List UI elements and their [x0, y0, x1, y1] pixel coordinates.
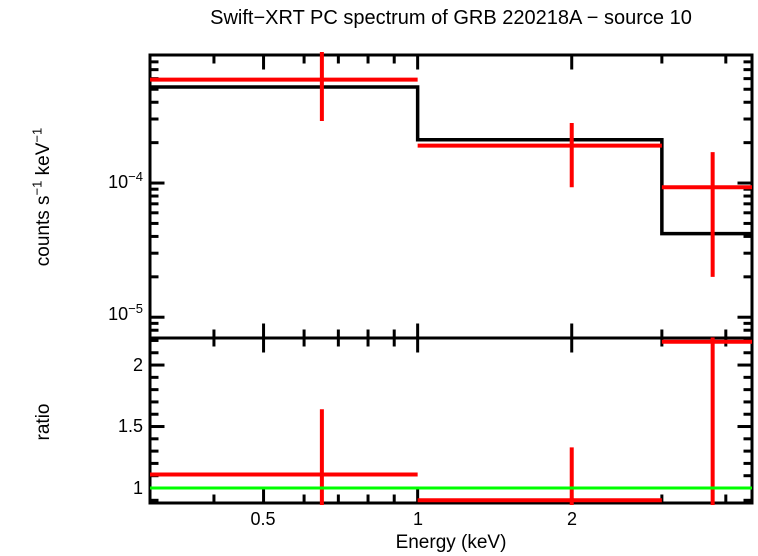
xtick-label-1: 1: [412, 509, 423, 529]
ylabel-sup: −1: [29, 180, 45, 196]
spectrum-ytick-label-1e-4: 10−4: [83, 169, 143, 192]
ratio-ytick-label-2: 2: [132, 355, 143, 375]
ylabel-text: counts s: [33, 195, 54, 267]
ytick-base: 10: [108, 304, 129, 324]
model-step-line: [150, 85, 752, 236]
xtick-label-0.5: 0.5: [250, 509, 276, 529]
plot-title: Swift−XRT PC spectrum of GRB 220218A − s…: [210, 7, 692, 29]
ratio-y-axis-label: ratio: [33, 403, 54, 441]
ytick-exp: −5: [128, 301, 143, 316]
ylabel-sup: −1: [29, 127, 45, 143]
ratio-ytick-label-1.5: 1.5: [117, 416, 143, 436]
ratio-ytick-label-1: 1: [132, 478, 143, 498]
x-axis-label: Energy (keV): [395, 532, 507, 553]
xtick-label-2: 2: [566, 509, 577, 529]
spectrum-ytick-label-1e-5: 10−5: [83, 301, 143, 324]
ylabel-text: keV: [33, 142, 54, 181]
ytick-base: 10: [108, 172, 129, 192]
ytick-exp: −4: [128, 169, 143, 184]
spectrum-y-axis-label: counts s−1 keV−1: [29, 127, 55, 267]
